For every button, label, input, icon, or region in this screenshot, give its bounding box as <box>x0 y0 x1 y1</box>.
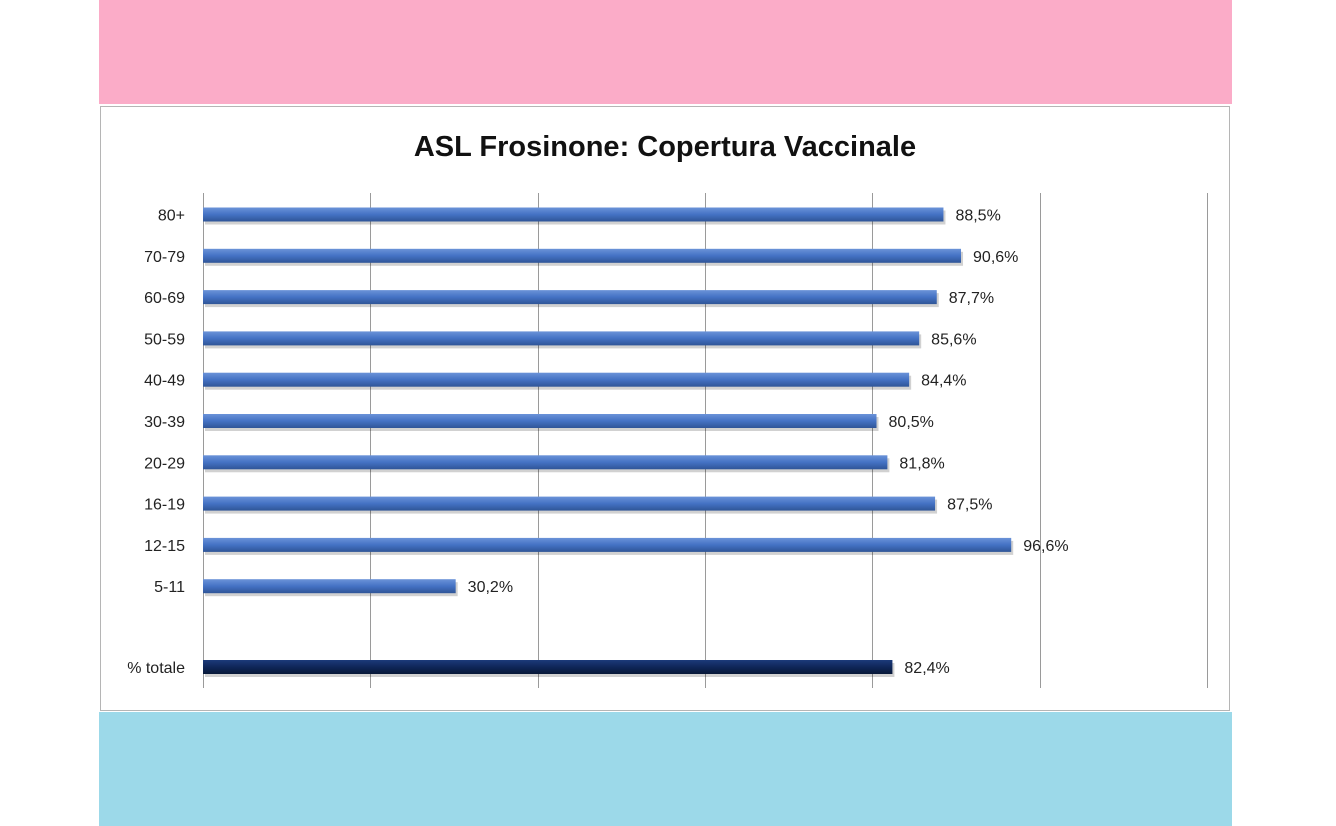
category-label: 20-29 <box>144 455 185 472</box>
bottom-color-band <box>99 712 1232 826</box>
bar-total <box>203 660 893 674</box>
category-label: 40-49 <box>144 373 185 390</box>
category-label: 12-15 <box>144 538 185 555</box>
data-label: 84,4% <box>921 373 966 390</box>
bar <box>203 248 962 263</box>
bar <box>203 455 888 470</box>
category-label: 50-59 <box>144 331 185 348</box>
category-label: 5-11 <box>154 579 185 596</box>
data-label: 96,6% <box>1023 538 1068 555</box>
category-label: 70-79 <box>144 249 185 266</box>
bar <box>203 331 920 346</box>
data-label: 85,6% <box>931 331 976 348</box>
bar <box>203 537 1012 552</box>
bars <box>203 207 1014 677</box>
data-label: 82,4% <box>904 660 949 677</box>
bar <box>203 290 937 305</box>
chart-frame: ASL Frosinone: Copertura Vaccinale 80+ 88… <box>100 106 1230 711</box>
data-label: 88,5% <box>955 208 1000 225</box>
chart-title: ASL Frosinone: Copertura Vaccinale <box>413 131 917 163</box>
bar <box>203 372 910 387</box>
category-label: % totale <box>127 660 185 677</box>
bar <box>203 496 936 511</box>
data-label: 90,6% <box>973 249 1018 266</box>
data-label: 80,5% <box>889 414 934 431</box>
gridlines <box>203 193 1208 688</box>
labels: 80+ 88,5% 70-79 90,6% 60-69 87,7% 50-59 85,6% 40… <box>127 208 1068 678</box>
data-label: 87,5% <box>947 497 992 514</box>
bar <box>203 414 877 428</box>
category-label: 80+ <box>158 208 185 225</box>
bar <box>203 579 456 594</box>
category-label: 16-19 <box>144 497 185 514</box>
bar <box>203 207 944 222</box>
bar-chart: 80+ 88,5% 70-79 90,6% 60-69 87,7% 50-59 85,6% 40… <box>127 193 1208 688</box>
category-label: 30-39 <box>144 414 185 431</box>
top-color-band <box>99 0 1232 104</box>
data-label: 30,2% <box>468 579 513 596</box>
data-label: 81,8% <box>899 455 944 472</box>
data-label: 87,7% <box>949 290 994 307</box>
category-label: 60-69 <box>144 290 185 307</box>
